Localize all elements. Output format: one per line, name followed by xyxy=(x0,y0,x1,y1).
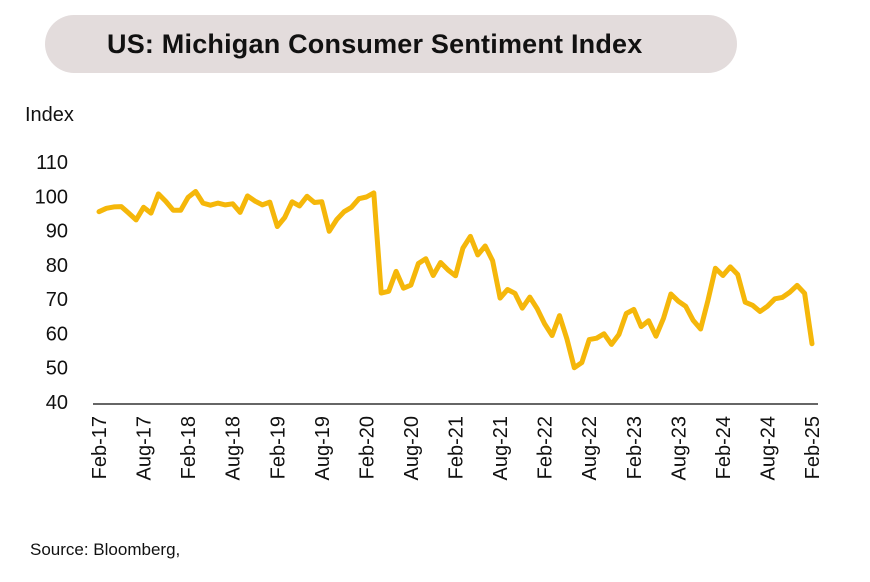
x-tick-label: Feb-20 xyxy=(356,416,378,479)
sentiment-series-line xyxy=(96,189,815,371)
y-tick-label: 80 xyxy=(46,255,68,277)
y-tick-label: 110 xyxy=(36,152,68,174)
x-tick-label: Feb-22 xyxy=(535,416,557,479)
x-tick-label: Feb-23 xyxy=(624,416,646,479)
x-tick-label: Aug-19 xyxy=(312,416,334,481)
y-axis-label: Index xyxy=(25,104,74,126)
y-tick-label: 50 xyxy=(46,358,68,380)
x-tick-label: Feb-17 xyxy=(89,416,111,479)
x-tick-label: Aug-23 xyxy=(668,416,690,481)
x-tick-label: Feb-21 xyxy=(446,416,468,479)
x-tick-label: Aug-18 xyxy=(223,416,245,481)
y-tick-label: 40 xyxy=(46,392,68,414)
y-tick-label: 60 xyxy=(46,323,68,345)
source-note: Source: Bloomberg, xyxy=(30,540,181,559)
x-tick-label: Aug-17 xyxy=(134,416,156,481)
y-tick-label: 70 xyxy=(46,289,68,311)
x-tick-label: Aug-20 xyxy=(401,416,423,481)
chart-title-banner: US: Michigan Consumer Sentiment Index xyxy=(45,15,737,73)
x-tick-label: Aug-22 xyxy=(579,416,601,481)
x-tick-label: Aug-21 xyxy=(490,416,512,481)
x-tick-label: Feb-18 xyxy=(178,416,200,479)
x-tick-label: Feb-24 xyxy=(713,416,735,479)
x-tick-label: Feb-25 xyxy=(802,416,824,479)
chart-title: US: Michigan Consumer Sentiment Index xyxy=(107,28,643,59)
y-tick-label: 100 xyxy=(35,186,68,208)
x-tick-label: Aug-24 xyxy=(757,416,779,481)
y-tick-label: 90 xyxy=(46,221,68,243)
x-tick-label: Feb-19 xyxy=(267,416,289,479)
